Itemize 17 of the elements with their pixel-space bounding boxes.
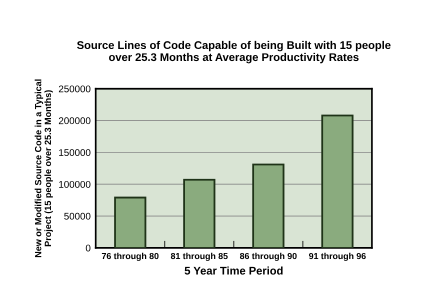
x-axis-title: 5 Year Time Period xyxy=(184,266,283,275)
y-tick-label: 200000 xyxy=(58,117,90,124)
y-tick-label: 100000 xyxy=(59,180,90,188)
bar xyxy=(114,196,146,248)
bar xyxy=(183,178,216,248)
x-tick-label: 86 through 90 xyxy=(240,252,297,261)
y-tick-label: 150000 xyxy=(59,149,90,156)
x-tick-label: 81 through 85 xyxy=(170,252,228,261)
y-tick-label: 0 xyxy=(86,244,90,252)
x-tick-label: 76 through 80 xyxy=(102,252,159,261)
x-tick-label: 91 through 96 xyxy=(309,252,366,261)
y-tick-label: 50000 xyxy=(64,212,90,220)
y-tick-label: 250000 xyxy=(58,85,90,92)
bar xyxy=(252,164,284,248)
y-axis-title: New or Modified Source Code in a Typical Project (15 people over 25.3 Months) xyxy=(34,79,53,258)
bar xyxy=(321,114,354,248)
chart-title: Source Lines of Code Capable of being Built with 15 people over 25.3 Months at Average Productivity Rates xyxy=(77,40,391,64)
